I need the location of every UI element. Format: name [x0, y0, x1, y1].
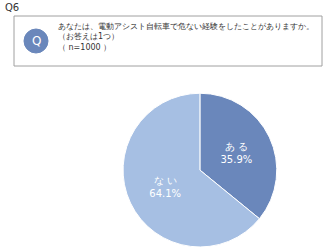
svg-text:な い64.1%: な い64.1%	[149, 175, 181, 199]
svg-text:あ る35.9%: あ る35.9%	[221, 141, 253, 165]
svg-text:あなたは、電動アシスト自転車で危ない経験をしたことがあります: あなたは、電動アシスト自転車で危ない経験をしたことがありますか。（お答えは1つ）…	[58, 22, 314, 52]
svg-text:Q6: Q6	[5, 2, 19, 13]
svg-text:Q: Q	[32, 34, 41, 48]
